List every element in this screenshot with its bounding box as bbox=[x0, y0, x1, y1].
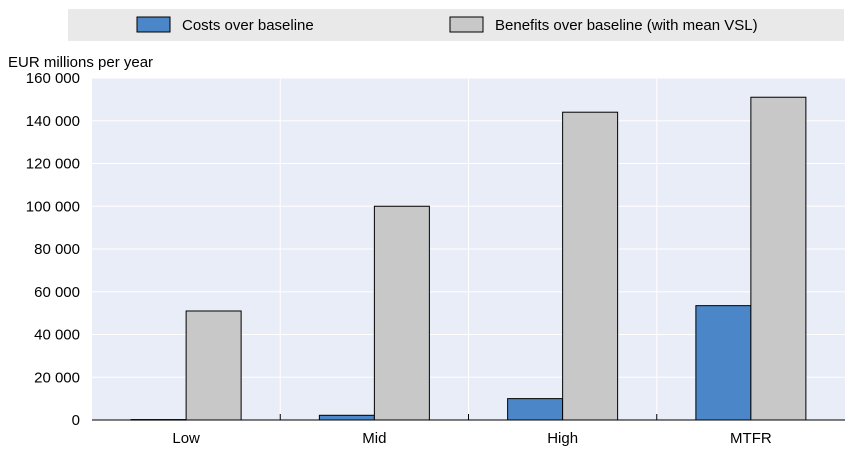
y-tick-label: 100 000 bbox=[26, 198, 80, 215]
bar-benefits-high bbox=[562, 111, 619, 421]
x-tick-label: High bbox=[547, 430, 578, 447]
x-tick-label: MTFR bbox=[730, 430, 772, 447]
legend-swatch-benefits bbox=[449, 16, 484, 33]
bar-costs-high bbox=[507, 398, 564, 421]
legend-swatch-costs bbox=[136, 16, 171, 33]
y-tick-label: 160 000 bbox=[26, 70, 80, 87]
x-tick-label: Mid bbox=[362, 430, 386, 447]
y-tick-label: 40 000 bbox=[34, 327, 80, 344]
legend-label-costs: Costs over baseline bbox=[182, 17, 314, 34]
y-tick-label: 140 000 bbox=[26, 113, 80, 130]
y-tick-label: 80 000 bbox=[34, 241, 80, 258]
legend-label-benefits: Benefits over baseline (with mean VSL) bbox=[495, 17, 758, 34]
x-tick-label: Low bbox=[172, 430, 200, 447]
y-axis-ticks: 0 20 000 40 000 60 000 80 000 100 000 120 000 1… bbox=[26, 70, 80, 429]
bar-costs-mtfr bbox=[695, 305, 752, 421]
y-axis-unit-label: EUR millions per year bbox=[8, 54, 153, 71]
x-axis-ticks: Low Mid High MTFR bbox=[172, 414, 772, 447]
y-tick-label: 0 bbox=[72, 412, 80, 429]
bar-benefits-mtfr bbox=[750, 96, 807, 421]
bar-benefits-low bbox=[185, 310, 242, 421]
y-tick-label: 20 000 bbox=[34, 369, 80, 386]
y-tick-label: 60 000 bbox=[34, 284, 80, 301]
bar-costs-mid bbox=[318, 414, 375, 421]
y-tick-label: 120 000 bbox=[26, 156, 80, 173]
bar-benefits-mid bbox=[373, 205, 430, 421]
gridlines bbox=[92, 77, 845, 420]
legend: Costs over baseline Benefits over baseli… bbox=[68, 9, 844, 41]
